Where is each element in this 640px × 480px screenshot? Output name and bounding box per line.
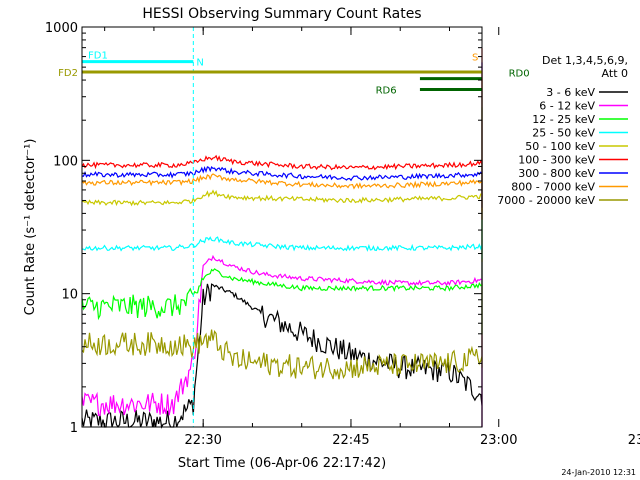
x-tick-label: 22:45 xyxy=(332,433,369,448)
y-tick-label: 10 xyxy=(61,288,78,303)
legend-label-300-800-kev: 300 - 800 keV xyxy=(518,167,595,180)
series-line-100-300-kev xyxy=(81,48,483,220)
annotation-label-rd6: RD6 xyxy=(376,85,397,96)
legend-header-detectors: Det 1,3,4,5,6,9, xyxy=(542,54,628,67)
x-tick-label: 23:15 xyxy=(628,433,640,448)
x-tick-label: 23:00 xyxy=(480,433,517,448)
series-line-300-800-kev xyxy=(81,62,483,208)
series-layer xyxy=(81,48,483,429)
legend-label-800-7000-kev: 800 - 7000 keV xyxy=(511,181,595,194)
annotation-layer: FD1 N FD2 RD0 RD6 S xyxy=(58,27,530,427)
x-axis-label: Start Time (06-Apr-06 22:17:42) xyxy=(178,456,386,471)
series-line-800-7000-kev xyxy=(81,70,483,212)
annotation-label-n: N xyxy=(196,58,203,69)
legend-label-12-25-kev: 12 - 25 keV xyxy=(532,113,595,126)
plot-frame xyxy=(81,26,483,428)
x-tick-label: 22:30 xyxy=(184,433,221,448)
series-line-50-100-kev xyxy=(81,78,483,262)
series-line-12-25-kev xyxy=(81,107,483,335)
annotation-label-rd0: RD0 xyxy=(509,69,530,80)
annotation-label-s: S xyxy=(472,53,478,64)
legend-label-50-100-kev: 50 - 100 keV xyxy=(525,140,595,153)
annotation-label-fd2: FD2 xyxy=(58,68,78,79)
y-tick-label: 1000 xyxy=(45,21,78,36)
chart-title: HESSI Observing Summary Count Rates xyxy=(142,6,421,22)
series-line-7000-20000-kev xyxy=(81,283,483,380)
legend-label-7000-20000-kev: 7000 - 20000 keV xyxy=(497,194,595,207)
legend-label-3-6-kev: 3 - 6 keV xyxy=(546,86,595,99)
y-tick-label: 1 xyxy=(70,421,78,436)
legend-label-25-50-kev: 25 - 50 keV xyxy=(532,127,595,140)
y-tick-label: 100 xyxy=(53,154,78,169)
series-line-25-50-kev xyxy=(81,88,483,259)
annotation-label-fd1: FD1 xyxy=(88,51,108,62)
legend-header-attenuator: Att 0 xyxy=(602,67,628,80)
legend-label-6-12-kev: 6 - 12 keV xyxy=(539,100,595,113)
footer-timestamp: 24-Jan-2010 12:31 xyxy=(561,468,636,477)
y-axis-label: Count Rate (s⁻¹ detector⁻¹) xyxy=(23,139,38,316)
legend-label-100-300-kev: 100 - 300 keV xyxy=(518,154,595,167)
series-line-3-6-kev xyxy=(81,175,483,429)
